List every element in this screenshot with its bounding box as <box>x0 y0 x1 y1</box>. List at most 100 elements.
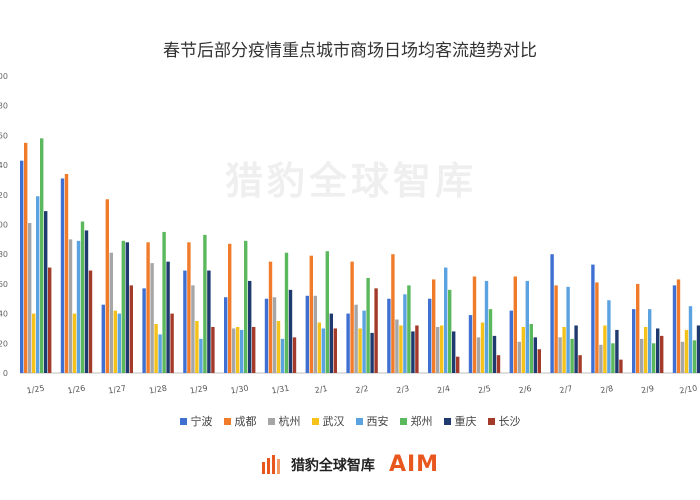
bar-郑州-2/5 <box>488 309 493 373</box>
bar-重庆-2/10 <box>696 325 700 373</box>
bar-成都-2/9 <box>636 283 640 373</box>
bar-西安-1/29 <box>199 338 203 373</box>
bar-武汉-1/27 <box>113 310 117 373</box>
x-tick-label: 2/6 <box>518 384 532 395</box>
x-tick-label: 2/8 <box>600 384 614 395</box>
legend-label: 杭州 <box>278 415 301 428</box>
bar-郑州-2/9 <box>652 343 656 373</box>
bar-成都-1/31 <box>268 261 273 374</box>
bar-西安-2/1 <box>321 328 325 373</box>
legend-item: 长沙 <box>487 413 521 429</box>
bar-西安-2/9 <box>648 309 652 373</box>
bar-武汉-2/7 <box>562 326 566 373</box>
bar-宁波-1/31 <box>264 298 269 373</box>
cheetah-bars-icon <box>261 454 280 474</box>
legend-item: 重庆 <box>443 413 477 429</box>
x-axis: 1/25 1/26 1/27 1/28 1/29 1/30 1/31 2/1 2/2 2/3 2/4… <box>26 384 698 396</box>
legend-label: 长沙 <box>498 415 521 428</box>
y-tick-label: 20 <box>0 339 8 348</box>
x-tick-label: 2/7 <box>559 384 573 395</box>
bar-郑州-1/31 <box>284 252 289 373</box>
bar-重庆-2/2 <box>370 332 374 373</box>
bar-宁波-1/26 <box>60 178 65 373</box>
bar-重庆-2/5 <box>492 335 497 374</box>
bar-西安-1/31 <box>280 338 285 373</box>
bar-郑州-2/10 <box>692 340 697 373</box>
bar-杭州-2/2 <box>354 304 358 373</box>
bar-武汉-2/3 <box>399 325 403 373</box>
bar-郑州-2/3 <box>407 285 411 373</box>
legend-label: 郑州 <box>410 415 433 428</box>
legend-swatch <box>179 417 187 425</box>
bar-长沙-2/7 <box>578 355 582 373</box>
bar-武汉-2/10 <box>684 329 689 373</box>
bar-重庆-1/29 <box>207 270 211 373</box>
bar-宁波-2/8 <box>591 264 595 373</box>
bar-长沙-1/28 <box>170 313 174 373</box>
bar-宁波-1/25 <box>20 160 24 373</box>
y-tick-label: 160 <box>0 131 8 140</box>
bar-成都-2/8 <box>595 282 599 373</box>
x-tick-label: 1/31 <box>271 384 290 396</box>
y-axis: 0 20 40 60 80 100 120 140 160 180 200 <box>0 72 8 378</box>
bar-长沙-2/2 <box>374 288 378 373</box>
legend-swatch <box>223 417 231 425</box>
legend-label: 宁波 <box>190 415 213 428</box>
bar-武汉-1/29 <box>195 321 199 373</box>
x-tick-label: 2/10 <box>679 384 698 396</box>
bar-郑州-2/8 <box>611 343 615 373</box>
bar-杭州-2/1 <box>313 295 317 373</box>
bar-宁波-2/10 <box>672 285 677 373</box>
bar-杭州-1/29 <box>191 285 195 373</box>
legend-item: 武汉 <box>311 413 345 429</box>
bar-成都-2/4 <box>432 279 436 373</box>
bar-杭州-1/26 <box>68 239 73 373</box>
legend-swatch <box>399 417 407 425</box>
y-tick-label: 60 <box>0 280 8 289</box>
y-tick-label: 80 <box>0 250 8 259</box>
bar-武汉-2/6 <box>521 326 525 373</box>
bar-成都-1/26 <box>64 174 69 373</box>
bar-重庆-2/1 <box>329 313 333 373</box>
bar-成都-2/7 <box>554 285 558 373</box>
bar-杭州-1/30 <box>232 328 236 373</box>
bar-成都-1/28 <box>146 242 150 373</box>
bar-宁波-2/6 <box>509 310 513 373</box>
bar-成都-1/30 <box>228 243 232 373</box>
bar-重庆-2/8 <box>615 329 619 373</box>
bar-西安-1/27 <box>117 313 121 373</box>
bar-西安-2/6 <box>525 280 529 373</box>
y-tick-label: 180 <box>0 102 8 111</box>
bar-杭州-1/27 <box>109 252 113 373</box>
bar-武汉-1/30 <box>236 326 240 373</box>
y-tick-label: 0 <box>3 369 8 378</box>
bar-重庆-2/9 <box>656 328 660 373</box>
bar-杭州-2/8 <box>599 344 603 373</box>
legend-swatch <box>267 417 275 425</box>
bar-成都-2/3 <box>391 254 395 373</box>
bar-郑州-2/6 <box>529 324 533 373</box>
bar-杭州-1/25 <box>28 223 32 373</box>
bar-西安-1/25 <box>36 196 40 373</box>
bar-杭州-2/3 <box>395 319 399 373</box>
bar-成都-1/27 <box>105 199 109 373</box>
bar-长沙-1/26 <box>88 270 93 373</box>
legend-swatch <box>311 417 319 425</box>
y-tick-label: 120 <box>0 191 8 200</box>
logo-text: 猎豹全球智库 <box>290 457 375 474</box>
bar-杭州-2/9 <box>640 338 644 373</box>
y-tick-label: 40 <box>0 310 8 319</box>
bar-武汉-1/26 <box>72 313 77 373</box>
bar-宁波-2/7 <box>550 254 554 373</box>
bar-西安-2/7 <box>566 286 570 373</box>
bar-郑州-1/27 <box>121 240 125 373</box>
legend-swatch <box>487 417 495 425</box>
bar-重庆-2/3 <box>411 331 415 373</box>
bar-武汉-1/28 <box>154 324 158 373</box>
bar-杭州-1/28 <box>150 263 154 373</box>
bar-西安-2/10 <box>688 306 693 373</box>
bar-宁波-2/3 <box>387 298 391 373</box>
y-tick-label: 200 <box>0 72 8 81</box>
x-tick-label: 2/9 <box>640 384 654 395</box>
watermark: 猎豹全球智库 <box>225 159 478 203</box>
